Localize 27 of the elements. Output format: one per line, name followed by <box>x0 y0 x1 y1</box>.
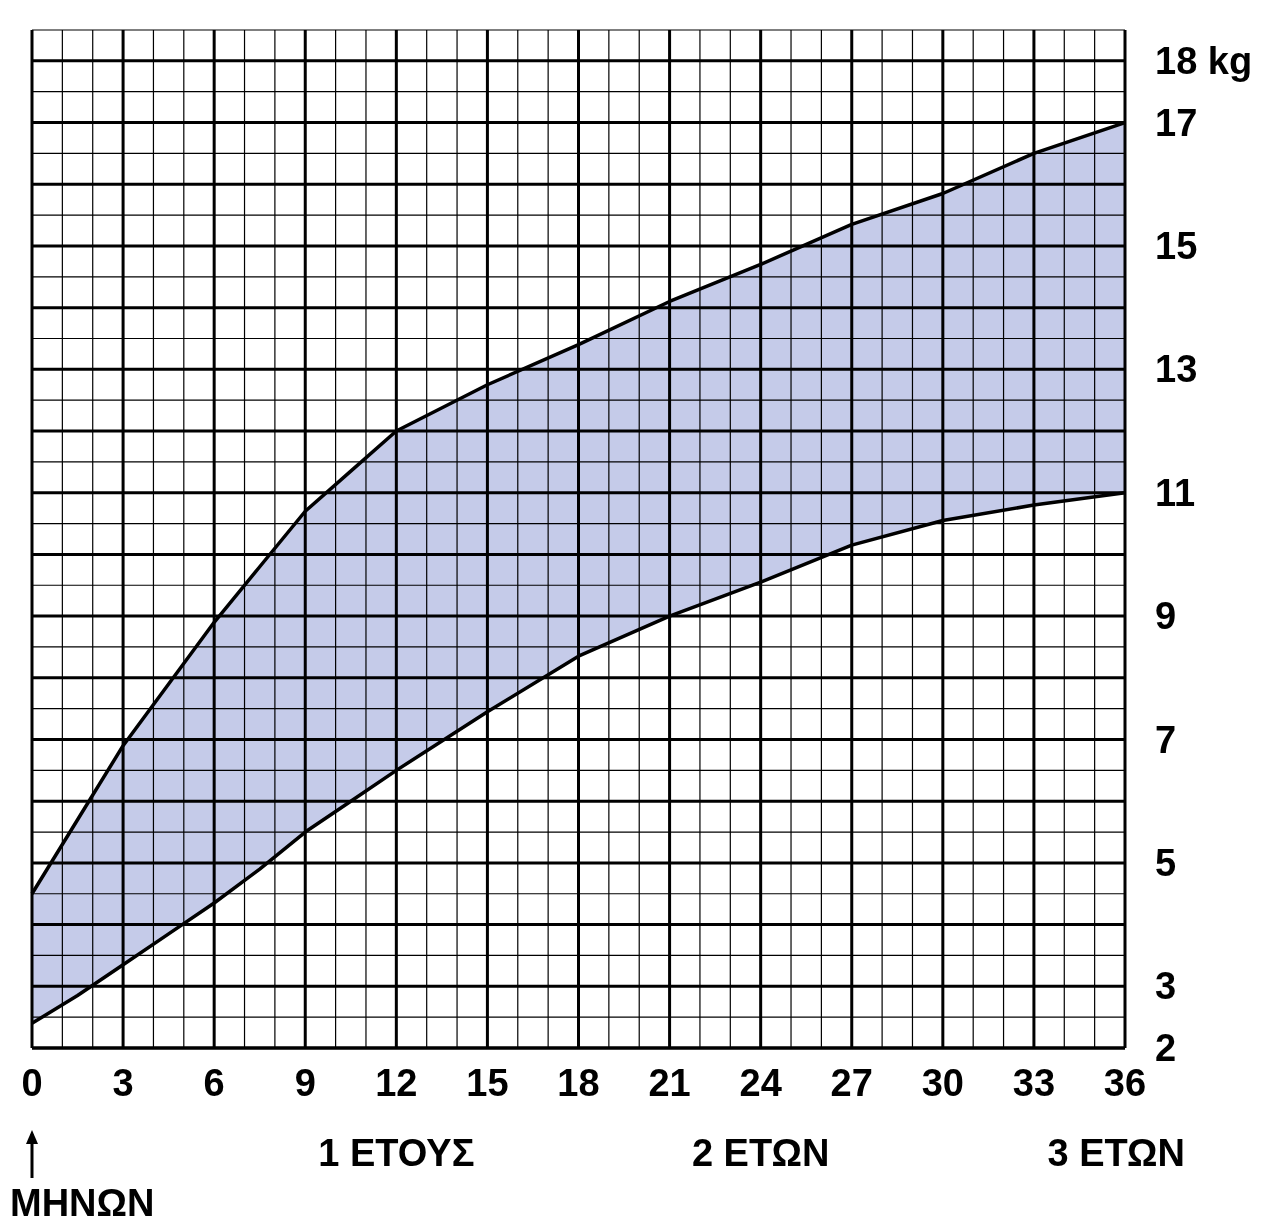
x-axis-title: ΜΗΝΩΝ <box>10 1182 155 1224</box>
x-tick-label: 21 <box>648 1062 691 1104</box>
text: 3 ΕΤΩΝ <box>1047 1132 1185 1174</box>
x-tick-label: 30 <box>921 1062 964 1104</box>
x-tick-label: 9 <box>294 1062 316 1104</box>
y-tick-label: 15 <box>1155 224 1198 267</box>
text: 2 ΕΤΩΝ <box>691 1132 830 1174</box>
x-tick-label: 18 <box>557 1062 600 1104</box>
y-tick-label: 11 <box>1155 471 1196 514</box>
y-tick-label: 5 <box>1155 841 1177 884</box>
x-tick-label: 24 <box>739 1062 782 1104</box>
x-tick-label: 15 <box>466 1062 509 1104</box>
x-tick-label: 12 <box>375 1062 418 1104</box>
text: 1 ΕΤΟΥΣ <box>318 1132 475 1174</box>
y-tick-label: 18 kg <box>1155 39 1253 82</box>
x-tick-label: 33 <box>1012 1062 1056 1104</box>
y-tick-label: 13 <box>1155 348 1198 391</box>
x-tick-label: 0 <box>21 1062 43 1104</box>
x-tick-label: 6 <box>203 1062 225 1104</box>
y-tick-label: 9 <box>1155 595 1177 638</box>
y-tick-label: 7 <box>1155 718 1177 761</box>
x-tick-label: 36 <box>1103 1062 1147 1104</box>
y-tick-label: 17 <box>1155 101 1198 144</box>
x-tick-label: 27 <box>830 1062 873 1104</box>
y-tick-label: 2 <box>1155 1027 1177 1069</box>
x-tick-label: 3 <box>112 1062 134 1104</box>
y-tick-label: 3 <box>1155 965 1177 1008</box>
